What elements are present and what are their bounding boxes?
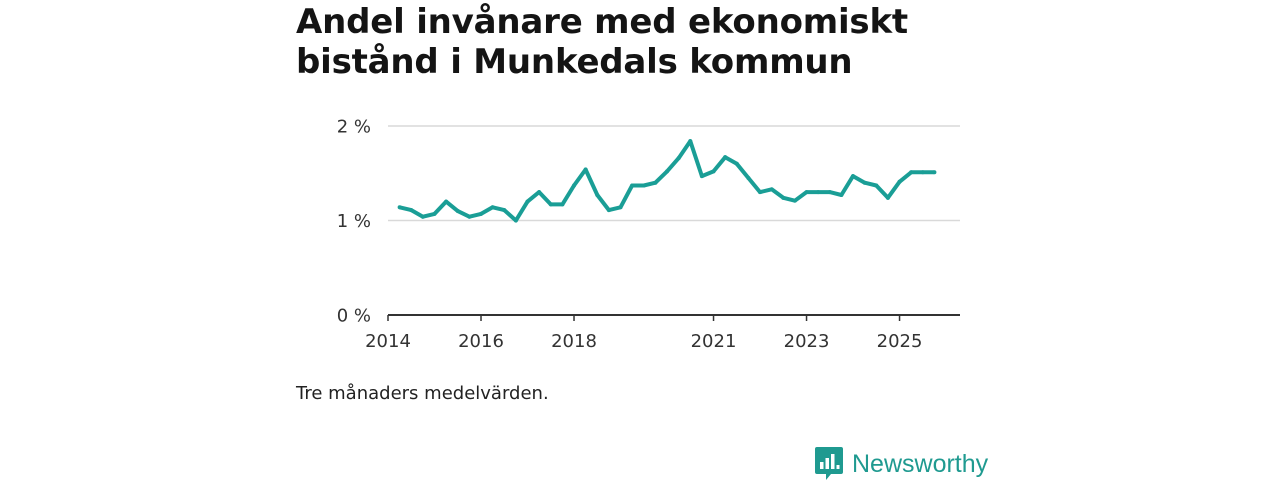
data-point xyxy=(676,156,681,161)
data-point xyxy=(455,209,460,214)
x-tick-label: 2023 xyxy=(784,331,830,352)
data-point xyxy=(595,192,600,197)
data-point xyxy=(397,205,402,210)
x-tick-label: 2018 xyxy=(551,331,597,352)
data-point xyxy=(513,218,518,223)
data-point xyxy=(630,183,635,188)
x-axis xyxy=(387,314,960,321)
data-point xyxy=(688,139,693,144)
data-point xyxy=(502,208,507,213)
data-point xyxy=(920,170,925,175)
data-point xyxy=(409,208,414,213)
data-point xyxy=(804,190,809,195)
data-point xyxy=(874,183,879,188)
data-point xyxy=(572,183,577,188)
data-point xyxy=(583,167,588,172)
data-point xyxy=(641,183,646,188)
newsworthy-brand[interactable]: Newsworthy xyxy=(815,446,988,482)
data-point xyxy=(699,174,704,179)
data-point xyxy=(560,202,565,207)
data-point xyxy=(862,180,867,185)
data-point xyxy=(897,179,902,184)
x-tick-label: 2021 xyxy=(691,331,737,352)
data-point xyxy=(548,202,553,207)
data-point xyxy=(746,175,751,180)
data-point xyxy=(467,214,472,219)
data-point xyxy=(665,169,670,174)
brand-name: Newsworthy xyxy=(852,450,989,478)
y-tick-label: 2 % xyxy=(337,117,371,138)
data-point xyxy=(734,161,739,166)
data-point xyxy=(537,190,542,195)
series-layer xyxy=(397,139,937,223)
y-tick-label: 1 % xyxy=(337,211,371,232)
data-point xyxy=(816,190,821,195)
data-point xyxy=(827,190,832,195)
data-point xyxy=(792,198,797,203)
data-point xyxy=(851,174,856,179)
chart-caption: Tre månaders medelvärden. xyxy=(296,383,549,404)
x-tick-label: 2016 xyxy=(458,331,504,352)
x-tick-label: 2014 xyxy=(365,331,411,352)
x-axis-labels: 2014 2016 2018 2021 2023 2025 xyxy=(365,331,922,352)
series-line xyxy=(399,139,935,223)
data-point xyxy=(711,169,716,174)
data-point xyxy=(432,211,437,216)
data-point xyxy=(490,205,495,210)
data-point xyxy=(618,205,623,210)
data-point xyxy=(479,211,484,216)
data-point xyxy=(769,187,774,192)
data-point xyxy=(653,180,658,185)
data-point xyxy=(932,170,937,175)
y-tick-label: 0 % xyxy=(337,306,371,327)
grid-lines xyxy=(388,125,960,222)
data-point xyxy=(758,190,763,195)
data-point xyxy=(781,195,786,200)
data-point xyxy=(444,199,449,204)
data-point xyxy=(839,192,844,197)
data-point xyxy=(885,195,890,200)
data-point xyxy=(909,170,914,175)
x-tick-label: 2025 xyxy=(877,331,923,352)
y-axis-labels: 0 % 1 % 2 % xyxy=(337,117,371,327)
chart-title: Andel invånare med ekonomiskt bistånd i … xyxy=(296,2,908,82)
data-point xyxy=(420,214,425,219)
data-point xyxy=(606,208,611,213)
data-point xyxy=(525,199,530,204)
data-point xyxy=(723,155,728,160)
newsworthy-logo-icon xyxy=(815,447,843,480)
